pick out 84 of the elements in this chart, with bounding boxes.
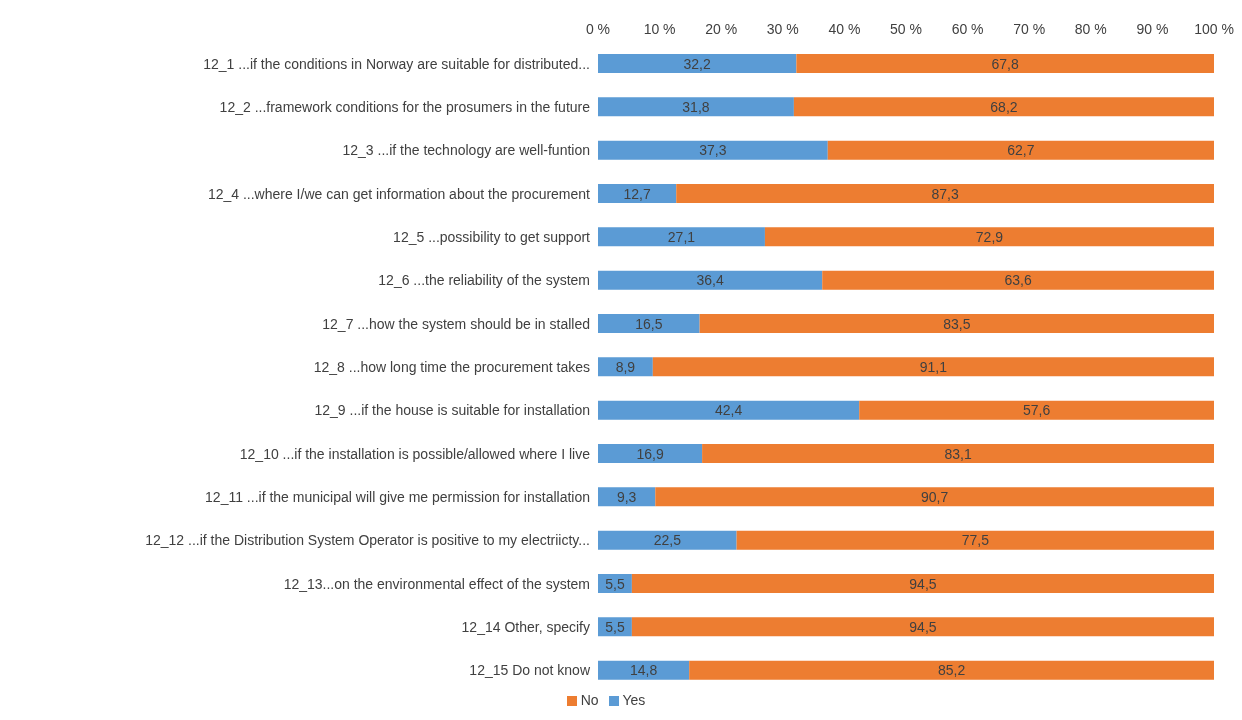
data-label: 37,3 (699, 142, 727, 159)
bar (796, 54, 1214, 73)
data-label: 68,2 (990, 98, 1018, 115)
x-tick-label: 50 % (890, 21, 922, 37)
y-tick-label: 12_12 ...if the Distribution System Operator is positive to my electriicty... (145, 532, 590, 549)
y-tick-label: 12_2 ...framework conditions for the prosumers in the future (219, 98, 591, 115)
x-tick-label: 40 % (828, 21, 861, 37)
bar (598, 314, 700, 333)
bar (598, 97, 794, 117)
y-tick-label: 12_1 ...if the conditions in Norway are suitable for distributed... (203, 55, 590, 72)
y-tick-label: 12_10 ...if the installation is possible/allowed where I live (239, 445, 591, 462)
x-tick-label: 60 % (951, 21, 984, 37)
data-label: 5,5 (605, 618, 625, 635)
data-label: 9,3 (616, 488, 637, 505)
bar (793, 97, 1214, 117)
data-label: 63,6 (1004, 272, 1032, 289)
y-tick-label: 12_7 ...how the system should be in stalled (322, 315, 590, 332)
data-label: 90,7 (921, 488, 949, 505)
x-tick-label: 80 % (1074, 21, 1107, 37)
y-tick-label: 12_13...on the environmental effect of the system (283, 575, 590, 592)
x-tick-label: 30 % (766, 21, 799, 37)
y-tick-label: 12_6 ...the reliability of the system (378, 272, 590, 289)
x-tick-label: 70 % (1013, 21, 1046, 37)
legend-label: Yes (622, 692, 646, 708)
bar (598, 444, 703, 463)
y-tick-label: 12_9 ...if the house is suitable for installation (314, 402, 590, 419)
bar (702, 444, 1214, 463)
bar (822, 270, 1214, 290)
y-tick-label: 12_15 Do not know (469, 662, 591, 679)
data-label: 67,8 (991, 55, 1020, 72)
data-label: 14,8 (629, 662, 658, 679)
data-label: 22,5 (653, 532, 682, 549)
x-tick-label: 90 % (1136, 21, 1169, 37)
bar (859, 400, 1214, 420)
x-tick-label: 20 % (705, 21, 738, 37)
data-label: 87,3 (931, 185, 959, 202)
bar (598, 227, 765, 247)
bar (598, 184, 677, 203)
x-tick-label: 10 % (643, 21, 676, 37)
bar (598, 270, 823, 290)
y-tick-label: 12_5 ...possibility to get support (393, 228, 591, 245)
bar (676, 184, 1214, 203)
bar (699, 314, 1214, 333)
data-label: 8,9 (615, 358, 636, 375)
data-label: 42,4 (714, 402, 743, 419)
data-label: 91,1 (919, 358, 948, 375)
y-tick-label: 12_8 ...how long time the procurement takes (313, 358, 590, 375)
bar (736, 530, 1214, 550)
y-tick-label: 12_3 ...if the technology are well-funtion (342, 142, 590, 159)
y-tick-label: 12_11 ...if the municipal will give me permission for installation (205, 488, 590, 505)
bar (652, 357, 1214, 377)
bar (598, 400, 860, 420)
data-label: 57,6 (1022, 402, 1051, 419)
data-label: 83,1 (944, 445, 972, 462)
bar (598, 660, 690, 680)
bar (764, 227, 1214, 247)
bar (598, 530, 737, 550)
bar (655, 487, 1214, 507)
bar (598, 140, 828, 160)
data-label: 62,7 (1007, 142, 1035, 159)
bar (631, 617, 1214, 637)
data-label: 94,5 (909, 618, 937, 635)
data-label: 77,5 (961, 532, 990, 549)
bar (689, 660, 1214, 680)
data-label: 83,5 (943, 315, 971, 332)
y-tick-label: 12_14 Other, specify (461, 618, 590, 635)
bar (827, 140, 1214, 160)
data-label: 94,5 (909, 575, 937, 592)
x-tick-label: 100 % (1194, 21, 1234, 37)
data-label: 31,8 (682, 98, 710, 115)
bar (598, 54, 797, 73)
data-label: 5,5 (605, 575, 625, 592)
data-label: 12,7 (623, 185, 651, 202)
data-label: 85,2 (937, 662, 966, 679)
x-tick-label: 0 % (585, 21, 611, 37)
data-label: 16,5 (635, 315, 663, 332)
y-tick-label: 12_4 ...where I/we can get information about the procurement (207, 185, 591, 202)
data-label: 32,2 (683, 55, 712, 72)
data-label: 16,9 (636, 445, 664, 462)
data-label: 27,1 (667, 228, 696, 245)
data-label: 36,4 (696, 272, 724, 289)
legend-label: No (580, 692, 599, 708)
bar (631, 574, 1214, 593)
data-label: 72,9 (975, 228, 1004, 245)
